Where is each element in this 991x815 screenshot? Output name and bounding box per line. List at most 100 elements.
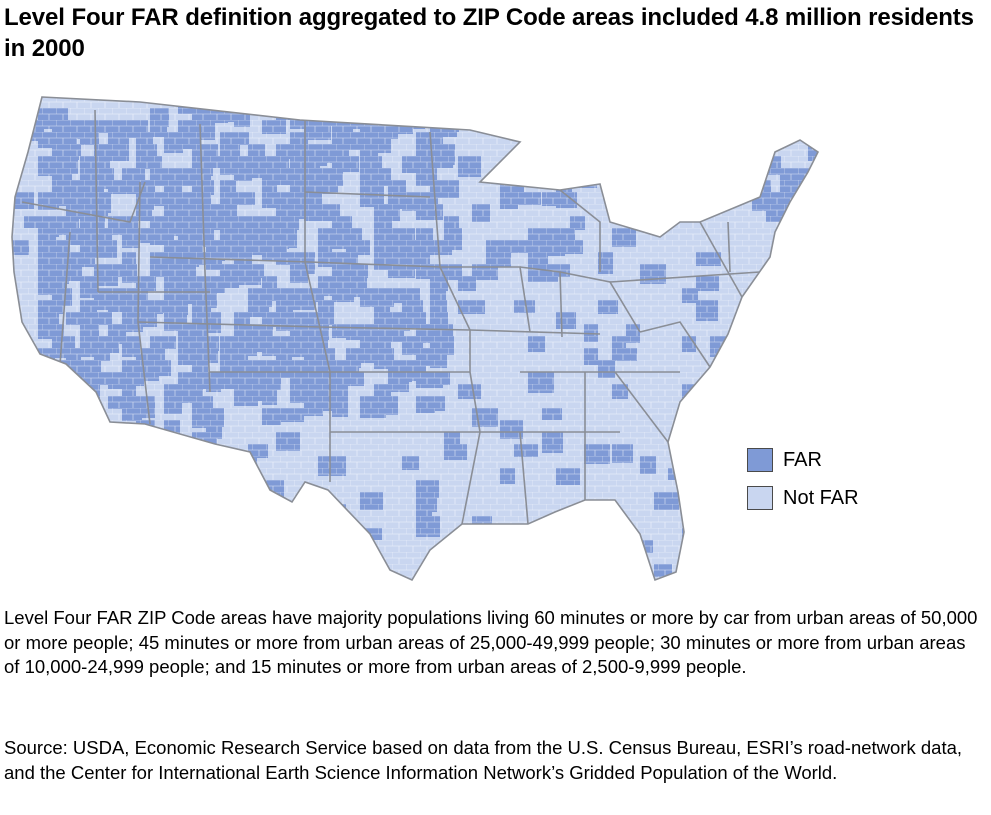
far-zip-area (136, 468, 151, 488)
far-zip-area (556, 168, 572, 181)
far-zip-area (626, 120, 642, 140)
far-swatch (747, 448, 773, 472)
definition-note: Level Four FAR ZIP Code areas have major… (4, 607, 978, 677)
far-zip-area (80, 480, 100, 501)
far-zip-area (66, 480, 80, 497)
far-zip-area (794, 324, 815, 344)
far-zip-area (150, 504, 175, 516)
far-zip-area (556, 108, 584, 126)
far-zip-area (332, 108, 352, 122)
far-zip-area (668, 108, 692, 125)
far-zip-area (444, 97, 466, 113)
far-zip-area (766, 132, 788, 146)
map-legend: FAR Not FAR (747, 446, 859, 522)
far-zip-area (752, 132, 767, 146)
far-zip-area (822, 132, 839, 145)
far-zip-area (12, 456, 28, 468)
far-zip-area (724, 132, 741, 152)
far-zip-area (808, 252, 818, 268)
far-zip-area (710, 504, 731, 519)
far-zip-area (178, 444, 197, 463)
far-zip-area (528, 120, 545, 135)
far-zip-area (472, 564, 497, 580)
far-zip-area (822, 144, 838, 164)
far-zip-area (584, 120, 605, 139)
far-zip-area (556, 132, 573, 149)
far-zip-area (808, 264, 818, 277)
far-zip-area (696, 396, 719, 410)
far-zip-area (682, 528, 709, 547)
far-zip-area (584, 97, 604, 114)
legend-item-far: FAR (747, 446, 859, 474)
not-far-swatch (747, 486, 773, 510)
far-zip-area (430, 108, 446, 128)
legend-item-not-far: Not FAR (747, 484, 859, 512)
far-zip-area (794, 420, 818, 438)
far-zip-area (108, 456, 127, 474)
far-zip-area (262, 540, 282, 553)
far-zip-area (66, 540, 90, 554)
far-zip-area (822, 204, 840, 221)
far-zip-area (80, 396, 98, 414)
far-zip-area (584, 108, 609, 125)
far-zip-area (164, 444, 186, 463)
far-zip-area (752, 144, 769, 160)
far-zip-area (766, 336, 781, 358)
far-zip-area (654, 180, 680, 194)
far-zip-area (822, 192, 840, 206)
far-zip-area (640, 132, 655, 145)
far-zip-area (710, 156, 726, 169)
far-zip-area (416, 97, 431, 117)
far-zip-area (710, 144, 732, 163)
far-zip-area (584, 552, 612, 566)
far-zip-area (150, 492, 176, 507)
far-zip-area (276, 504, 293, 516)
far-zip-area (360, 97, 375, 117)
far-zip-area (24, 408, 47, 421)
far-zip-area (822, 180, 840, 197)
far-zip-area (38, 396, 53, 409)
far-zip-area (808, 168, 818, 180)
us-outline (11, 96, 820, 582)
far-zip-area (66, 396, 93, 411)
far-zip-area (360, 108, 388, 121)
far-zip-area (52, 372, 70, 387)
far-zip-area (542, 168, 562, 189)
far-zip-area (626, 564, 650, 580)
map-title: Level Four FAR definition aggregated to … (4, 4, 974, 62)
far-zip-area (122, 444, 137, 461)
far-zip-area (206, 456, 229, 474)
state-boundaries (21, 109, 761, 525)
far-zip-area (542, 120, 564, 137)
far-zip-area (822, 408, 840, 426)
far-zip-area (794, 192, 810, 210)
far-zip-area (332, 97, 359, 109)
far-zip-area (38, 372, 63, 386)
far-zip-area (724, 444, 742, 466)
far-zip-area (24, 576, 44, 580)
us-far-zip-map (11, 96, 840, 582)
far-zip-area (822, 168, 838, 183)
far-zip-area (136, 480, 162, 499)
far-zip-area (738, 540, 756, 554)
far-zip-area (276, 552, 304, 565)
far-zip-area (38, 384, 59, 406)
far-zip-area (710, 132, 738, 147)
far-zip-area (374, 576, 392, 580)
far-zip-area (570, 97, 587, 111)
far-zip-area (206, 504, 232, 520)
far-zip-area (710, 516, 728, 530)
source-note: Source: USDA, Economic Research Service … (4, 737, 963, 783)
far-zip-area (710, 432, 735, 447)
far-zip-area (164, 504, 182, 521)
legend-label-far: FAR (783, 448, 822, 471)
far-zip-area (52, 420, 69, 435)
zip-boundaries (12, 97, 818, 580)
far-zip-area (248, 97, 271, 109)
far-zip-area (626, 156, 649, 168)
far-zip-area (682, 120, 699, 138)
far-zip-area (808, 204, 818, 225)
far-zip-area (514, 120, 535, 135)
legend-label-not-far: Not FAR (783, 486, 859, 509)
far-zip-area (766, 528, 793, 546)
